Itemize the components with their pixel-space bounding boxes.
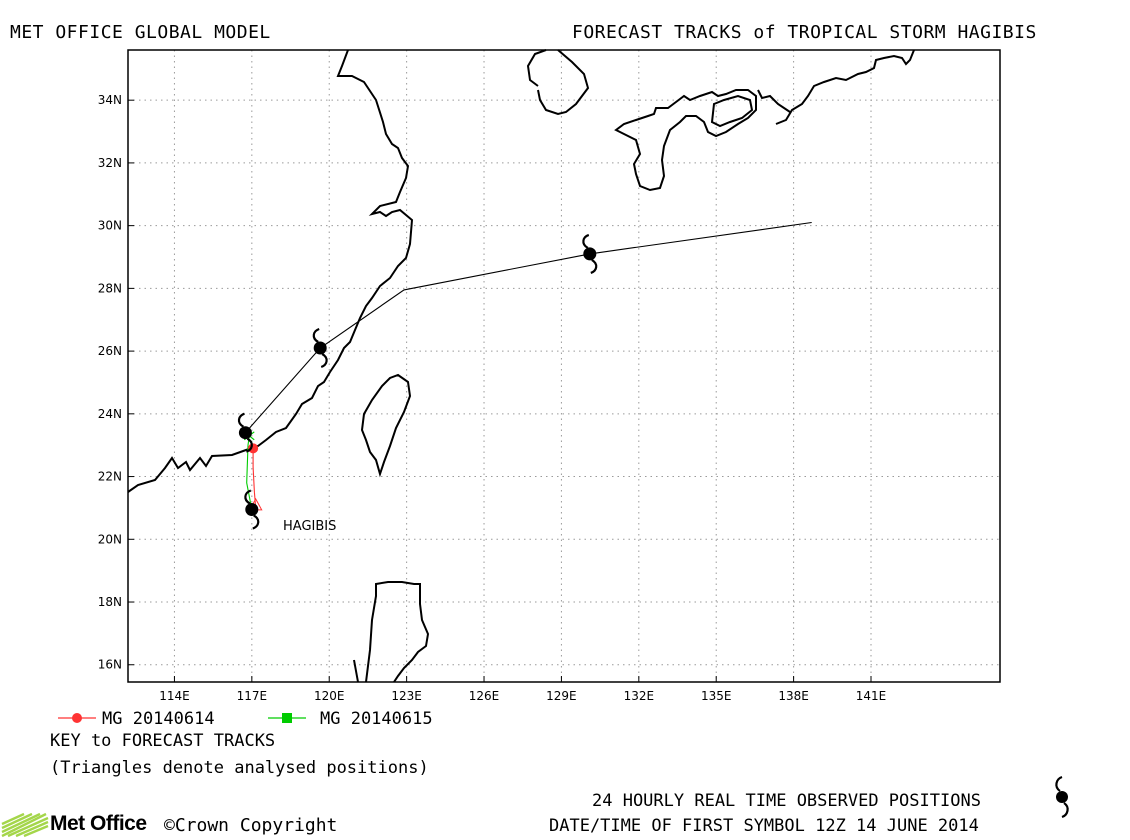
storm-symbol-icon: [1055, 775, 1069, 819]
lat-tick-label: 16N: [98, 658, 122, 672]
lat-tick-label: 20N: [98, 532, 122, 546]
legend-marker-red: [72, 713, 82, 723]
legend-key-title: KEY to FORECAST TRACKS: [50, 731, 276, 751]
track-line-2: [244, 221, 812, 437]
lat-tick-label: 30N: [98, 219, 122, 233]
date-time-label: DATE/TIME OF FIRST SYMBOL 12Z 14 JUNE 20…: [549, 816, 979, 836]
lon-tick-label: 114E: [159, 689, 190, 703]
lon-tick-label: 126E: [469, 689, 500, 703]
lon-tick-label: 129E: [546, 689, 577, 703]
storm-symbol: [582, 233, 598, 274]
coastline-china: [127, 49, 414, 493]
lat-tick-label: 22N: [98, 470, 122, 484]
lat-tick-label: 34N: [98, 93, 122, 107]
observed-storm-symbols: [237, 233, 598, 530]
map-grid: [128, 50, 1000, 682]
track-end-marker: [248, 443, 259, 454]
storm-symbol: [244, 489, 260, 530]
lon-tick-label: 141E: [856, 689, 887, 703]
legend-note: (Triangles denote analysed positions): [50, 758, 429, 778]
storm-symbol: [237, 412, 253, 453]
storm-label: HAGIBIS: [283, 519, 336, 534]
coastline-taiwan: [360, 373, 412, 478]
model-title: MET OFFICE GLOBAL MODEL: [10, 22, 271, 43]
legend-series-1: MG 20140614: [102, 709, 215, 729]
lon-tick-label: 123E: [391, 689, 422, 703]
lon-tick-label: 135E: [701, 689, 732, 703]
lat-tick-label: 24N: [98, 407, 122, 421]
coastline-japan-honshu: [710, 49, 915, 128]
coastline-korea-south: [526, 49, 590, 116]
lon-tick-label: 117E: [237, 689, 268, 703]
map-frame: [127, 49, 1001, 683]
copyright-notice: ©Crown Copyright: [164, 815, 338, 836]
legend-marker-green: [282, 713, 292, 723]
legend-markers: [58, 713, 306, 723]
chart-title: FORECAST TRACKS of TROPICAL STORM HAGIBI…: [572, 22, 1037, 43]
lat-tick-label: 26N: [98, 344, 122, 358]
met-office-logo-icon: [1, 812, 49, 838]
legend-series-2: MG 20140615: [320, 709, 433, 729]
forecast-tracks: [244, 221, 812, 510]
lat-tick-label: 28N: [98, 281, 122, 295]
coastline-japan-kyushu: [614, 89, 757, 192]
lat-tick-label: 32N: [98, 156, 122, 170]
storm-symbol: [312, 327, 328, 369]
met-office-logo-text: Met Office: [50, 812, 147, 835]
lon-tick-label: 132E: [624, 689, 655, 703]
coastlines: [127, 49, 915, 683]
coastline-luzon: [353, 581, 430, 683]
lon-tick-label: 138E: [778, 689, 809, 703]
lat-tick-label: 18N: [98, 595, 122, 609]
axis-tick-labels: 16N 18N 20N 22N 24N 26N 28N 30N 32N 34N 114E 117E 12…: [98, 93, 887, 703]
lon-tick-label: 120E: [314, 689, 345, 703]
observed-positions-label: 24 HOURLY REAL TIME OBSERVED POSITIONS: [592, 791, 981, 811]
